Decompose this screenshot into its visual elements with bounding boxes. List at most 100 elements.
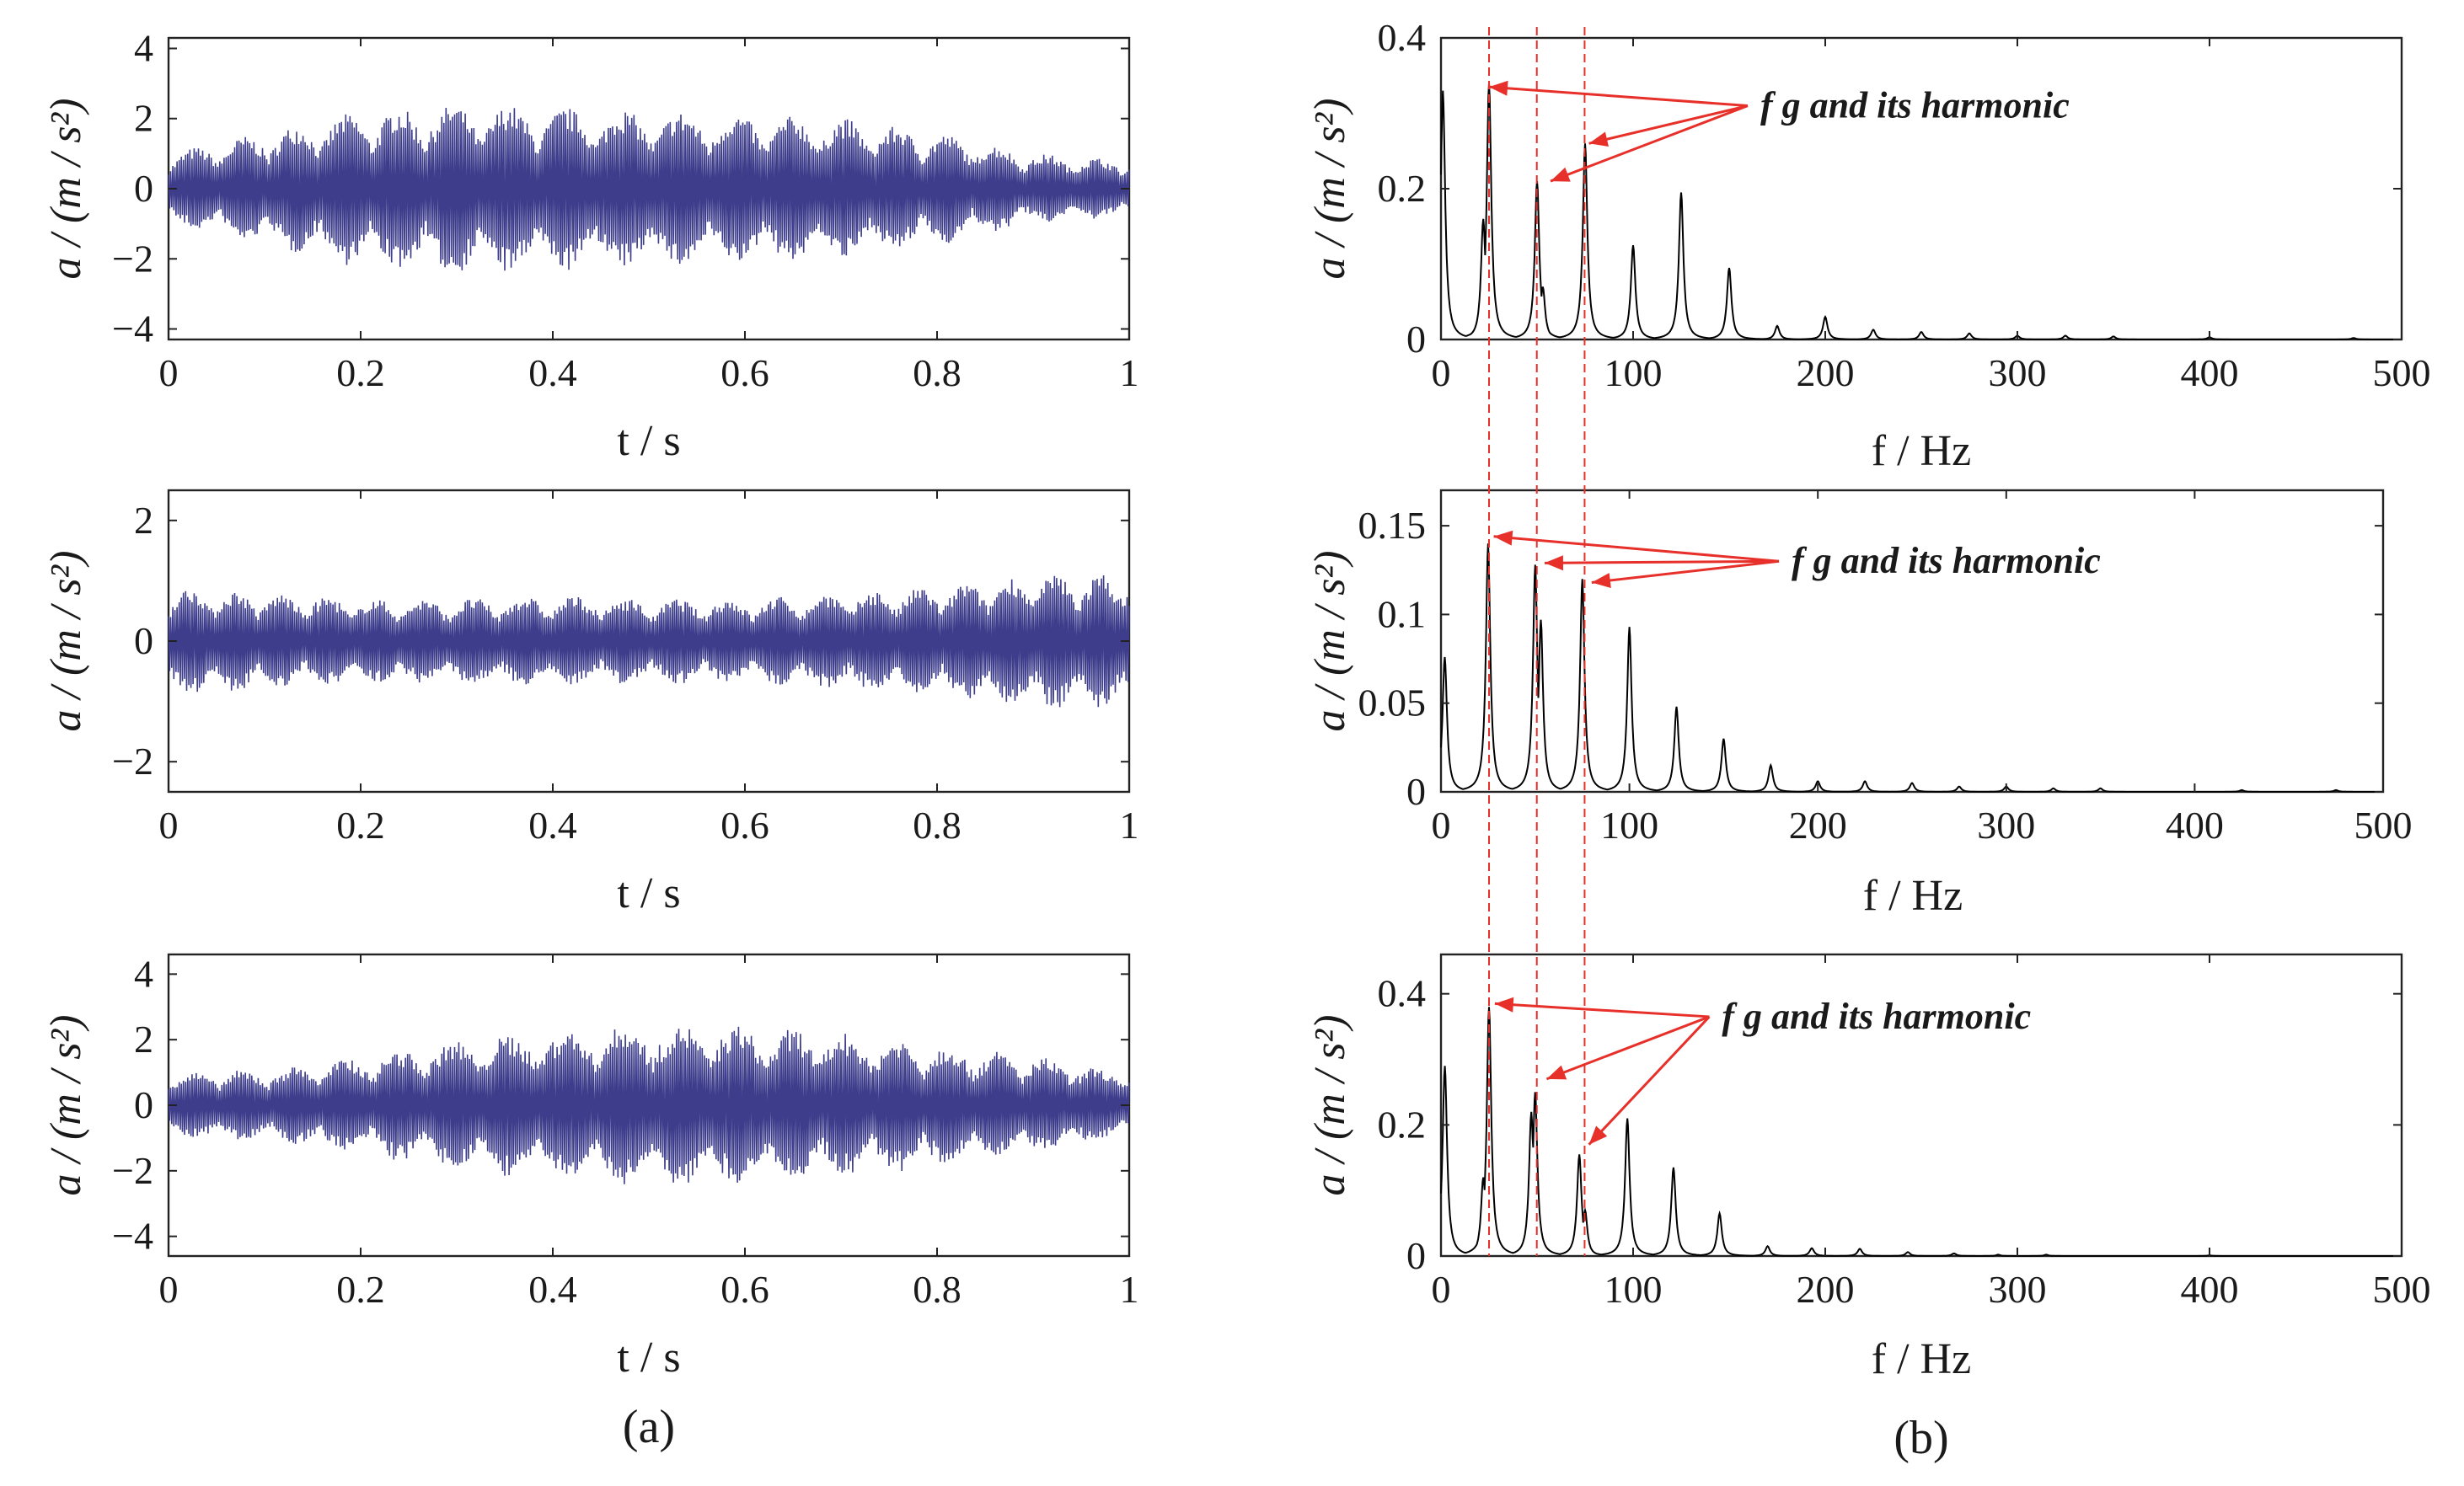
spectrum-panel-1-plot xyxy=(1440,83,2402,340)
time-2-ytick-label: 2 xyxy=(134,499,153,542)
time-3-ytick-label: 4 xyxy=(134,952,153,995)
spectrum-3-xtick-label: 400 xyxy=(2181,1268,2239,1311)
spectrum-2-ytick-label: 0.05 xyxy=(1358,682,1427,724)
spectrum-1-annotation-arrow xyxy=(1588,104,1749,145)
time-panel-2-xlabel: t / s xyxy=(617,869,680,917)
time-1-ytick-label: −4 xyxy=(112,307,153,350)
spectrum-1-xtick-label: 300 xyxy=(1989,351,2047,394)
time-panel-1-ylabel: a / (m / s²) xyxy=(42,99,90,280)
spectrum-1-xtick-label: 500 xyxy=(2373,351,2431,394)
time-panel-3-ylabel: a / (m / s²) xyxy=(42,1015,90,1196)
spectrum-3-xtick-label: 100 xyxy=(1604,1268,1663,1311)
time-3-xtick-label: 0.6 xyxy=(720,1268,769,1311)
time-3-xtick-label: 0.4 xyxy=(528,1268,577,1311)
spectrum-1-xtick-label: 100 xyxy=(1604,351,1663,394)
spectrum-panel-2-axes: 0 100 200 300 400 500 0 0.05 0.1 0.15 xyxy=(1358,490,2413,847)
spectrum-2-ytick-label: 0 xyxy=(1406,770,1426,813)
time-1-xtick-label: 0.8 xyxy=(913,351,961,394)
spectrum-1-annotation-text: f g and its harmonic xyxy=(1760,85,2070,126)
spectrum-3-annotation-arrowhead xyxy=(1546,1065,1567,1080)
spectrum-panel-3-ylabel: a / (m / s²) xyxy=(1306,1015,1354,1196)
time-panel-3: 0 0.2 0.4 0.6 0.8 1 −4 −2 0 2 4 t / s a / (m / s²) xyxy=(42,952,1139,1382)
spectrum-1-ytick-label: 0 xyxy=(1406,318,1426,361)
time-1-xtick-label: 0.4 xyxy=(528,351,577,394)
spectrum-3-annotation-arrow xyxy=(1588,1015,1711,1146)
spectrum-2-annotation-arrow xyxy=(1591,559,1780,584)
time-3-xtick-label: 1 xyxy=(1120,1268,1139,1311)
spectrum-2-xtick-label: 200 xyxy=(1789,804,1847,847)
spectrum-3-spectrum-line xyxy=(1440,1007,2402,1257)
time-1-ytick-label: 2 xyxy=(134,97,153,140)
time-1-waveform xyxy=(168,107,1130,271)
spectrum-2-ytick-label: 0.15 xyxy=(1358,504,1427,547)
spectrum-1-annotation-arrowhead xyxy=(1551,167,1571,182)
time-1-ytick-label: 4 xyxy=(134,26,153,69)
time-3-xtick-label: 0 xyxy=(159,1268,179,1311)
spectrum-2-annotation-arrowhead xyxy=(1545,555,1563,571)
time-panel-1-xlabel: t / s xyxy=(617,417,680,465)
time-panel-1: 0 0.2 0.4 0.6 0.8 1 −4 −2 0 2 4 t / s a / (m / s²) xyxy=(42,26,1139,465)
spectrum-panel-2-frame xyxy=(1439,489,2385,794)
time-1-xtick-label: 0.2 xyxy=(336,351,385,394)
spectrum-panel-2-xlabel: f / Hz xyxy=(1863,872,1963,920)
time-3-ytick-label: −4 xyxy=(112,1215,153,1258)
spectrum-2-annotation-arrowhead xyxy=(1493,530,1513,546)
spectrum-3-annotation-arrowhead xyxy=(1494,997,1514,1013)
spectrum-2-annotation-arrowhead xyxy=(1591,573,1611,588)
spectrum-3-xtick-label: 200 xyxy=(1797,1268,1855,1311)
spectrum-1-ytick-label: 0.2 xyxy=(1378,167,1427,210)
time-3-waveform xyxy=(168,1026,1130,1184)
time-panel-2: 0 0.2 0.4 0.6 0.8 1−202 t / s a / (m / s²) xyxy=(42,489,1139,917)
time-3-ytick-label: 2 xyxy=(134,1018,153,1061)
spectrum-1-xtick-label: 200 xyxy=(1797,351,1855,394)
time-2-ytick-label: −2 xyxy=(112,740,153,783)
time-2-waveform xyxy=(168,575,1130,708)
spectrum-panel-3-plot xyxy=(1440,1007,2402,1257)
time-1-ytick-label: −2 xyxy=(112,237,153,280)
time-2-ytick-label: 0 xyxy=(134,619,153,662)
spectrum-2-spectrum-line xyxy=(1440,543,2383,793)
spectrum-panel-2-ylabel: a / (m / s²) xyxy=(1306,551,1354,732)
spectrum-panel-3-xlabel: f / Hz xyxy=(1872,1335,1971,1383)
spectrum-3-ytick-label: 0.2 xyxy=(1378,1103,1427,1146)
spectrum-1-xtick-label: 0 xyxy=(1432,351,1451,394)
spectrum-panel-3-axes: 0 100 200 300 400 500 0 0.2 0.4 xyxy=(1378,954,2431,1311)
spectrum-panel-2-plot xyxy=(1440,543,2383,793)
spectrum-1-spectrum-line xyxy=(1440,83,2402,340)
time-2-xtick-label: 0.2 xyxy=(336,804,385,847)
spectrum-1-annotation-arrow xyxy=(1488,85,1749,108)
time-3-ytick-label: 0 xyxy=(134,1083,153,1126)
time-panel-3-axes: 0 0.2 0.4 0.6 0.8 1 −4 −2 0 2 4 xyxy=(112,952,1138,1311)
spectrum-3-ytick-label: 0 xyxy=(1406,1234,1426,1277)
spectrum-2-xtick-label: 500 xyxy=(2354,804,2413,847)
time-2-xtick-label: 1 xyxy=(1120,804,1139,847)
spectrum-2-ytick-label: 0.1 xyxy=(1378,592,1427,635)
spectrum-2-xtick-label: 300 xyxy=(1977,804,2035,847)
time-1-xtick-label: 0 xyxy=(159,351,179,394)
spectrum-3-xtick-label: 300 xyxy=(1989,1268,2047,1311)
annotations: f g and its harmonic f g and its harmonic… xyxy=(1488,80,2101,1146)
time-3-xtick-label: 0.2 xyxy=(336,1268,385,1311)
spectrum-panel-1-ylabel: a / (m / s²) xyxy=(1306,99,1354,280)
spectrum-2-annotation-arrow xyxy=(1493,535,1780,563)
spectrum-2-annotation-text: f g and its harmonic xyxy=(1792,540,2101,581)
spectrum-2-xtick-label: 100 xyxy=(1600,804,1658,847)
time-panel-2-plot xyxy=(168,575,1130,708)
time-3-xtick-label: 0.8 xyxy=(913,1268,961,1311)
spectrum-3-annotation-arrowhead xyxy=(1588,1125,1608,1145)
time-2-xtick-label: 0.4 xyxy=(528,804,577,847)
time-1-ytick-label: 0 xyxy=(134,167,153,210)
time-panel-2-axes: 0 0.2 0.4 0.6 0.8 1−202 xyxy=(112,490,1139,847)
time-1-xtick-label: 0.6 xyxy=(720,351,769,394)
spectrum-2-xtick-label: 400 xyxy=(2166,804,2224,847)
spectrum-panel-1: 0 100 200 300 400 500 0 0.2 0.4 f / Hz a / (m / … xyxy=(1306,16,2431,475)
time-panel-2-ylabel: a / (m / s²) xyxy=(42,551,90,732)
time-2-xtick-label: 0.8 xyxy=(913,804,961,847)
spectrum-1-annotation-arrowhead xyxy=(1489,80,1508,96)
spectrum-2-annotation-arrow xyxy=(1544,559,1780,564)
panel-label-a: (a) xyxy=(623,1401,675,1453)
spectrum-2-xtick-label: 0 xyxy=(1432,804,1451,847)
spectrum-1-annotation-arrow xyxy=(1550,104,1749,183)
spectrum-3-ytick-label: 0.4 xyxy=(1378,972,1427,1015)
